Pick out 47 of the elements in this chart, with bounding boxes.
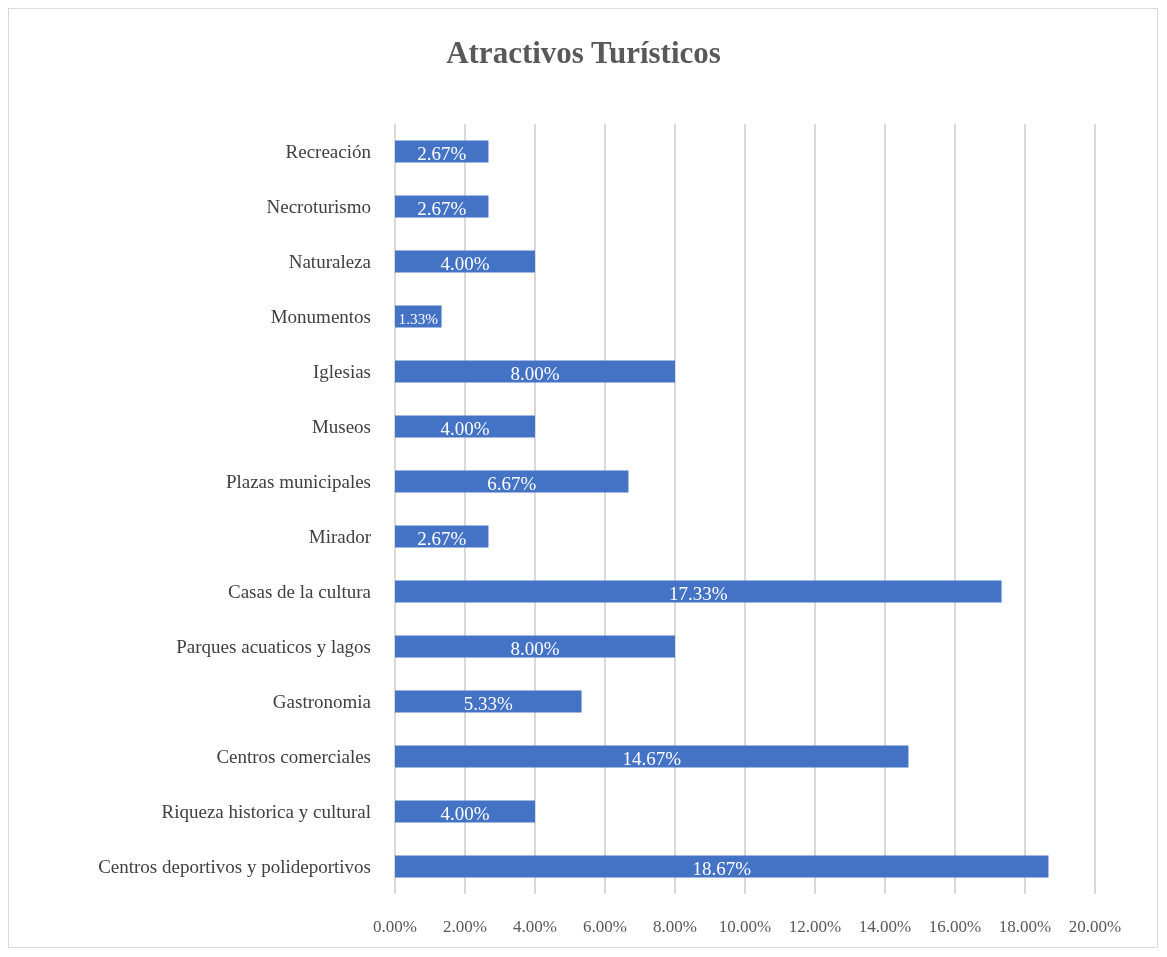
- data-label: 8.00%: [510, 363, 560, 384]
- bar: [395, 360, 675, 383]
- data-label: 8.00%: [510, 638, 560, 659]
- x-tick-label: 12.00%: [788, 917, 842, 936]
- bar: [395, 470, 629, 493]
- data-label: 4.00%: [440, 253, 490, 274]
- data-label: 6.67%: [487, 473, 537, 494]
- bar: [395, 580, 1002, 603]
- y-tick-label: Mirador: [308, 526, 372, 547]
- x-tick-label: 4.00%: [513, 917, 557, 936]
- bar: [395, 855, 1049, 878]
- y-tick-label: Naturaleza: [288, 251, 372, 272]
- data-label: 4.00%: [440, 803, 490, 824]
- data-label: 14.67%: [622, 748, 682, 769]
- y-tick-label: Plazas municipales: [225, 471, 371, 492]
- x-tick-label: 14.00%: [858, 917, 912, 936]
- x-tick-label: 16.00%: [928, 917, 982, 936]
- x-tick-label: 10.00%: [718, 917, 772, 936]
- y-tick-label: Centros deportivos y polideportivos: [98, 856, 371, 877]
- data-label: 18.67%: [692, 858, 752, 879]
- bar: [395, 745, 909, 768]
- x-tick-label: 8.00%: [653, 917, 697, 936]
- data-label: 2.67%: [417, 528, 467, 549]
- x-tick-label: 18.00%: [998, 917, 1052, 936]
- x-tick-label: 2.00%: [443, 917, 487, 936]
- bar: [395, 690, 582, 713]
- y-tick-label: Parques acuaticos y lagos: [176, 636, 371, 657]
- y-tick-label: Museos: [311, 416, 371, 437]
- y-tick-label: Riqueza historica y cultural: [161, 801, 371, 822]
- data-label: 5.33%: [463, 693, 513, 714]
- y-tick-label: Monumentos: [270, 306, 371, 327]
- data-label: 1.33%: [398, 310, 439, 327]
- data-label: 2.67%: [417, 198, 467, 219]
- y-tick-label: Recreación: [285, 141, 372, 162]
- data-label: 2.67%: [417, 143, 467, 164]
- y-tick-label: Centros comerciales: [216, 746, 371, 767]
- y-tick-label: Casas de la cultura: [228, 581, 372, 602]
- y-tick-label: Iglesias: [312, 361, 371, 382]
- x-tick-label: 20.00%: [1068, 917, 1122, 936]
- bar: [395, 635, 675, 658]
- data-label: 17.33%: [668, 583, 728, 604]
- chart-title: Atractivos Turísticos: [446, 35, 721, 70]
- y-tick-label: Necroturismo: [266, 196, 371, 217]
- x-tick-label: 0.00%: [373, 917, 417, 936]
- y-tick-label: Gastronomia: [272, 691, 372, 712]
- data-label: 4.00%: [440, 418, 490, 439]
- x-tick-label: 6.00%: [583, 917, 627, 936]
